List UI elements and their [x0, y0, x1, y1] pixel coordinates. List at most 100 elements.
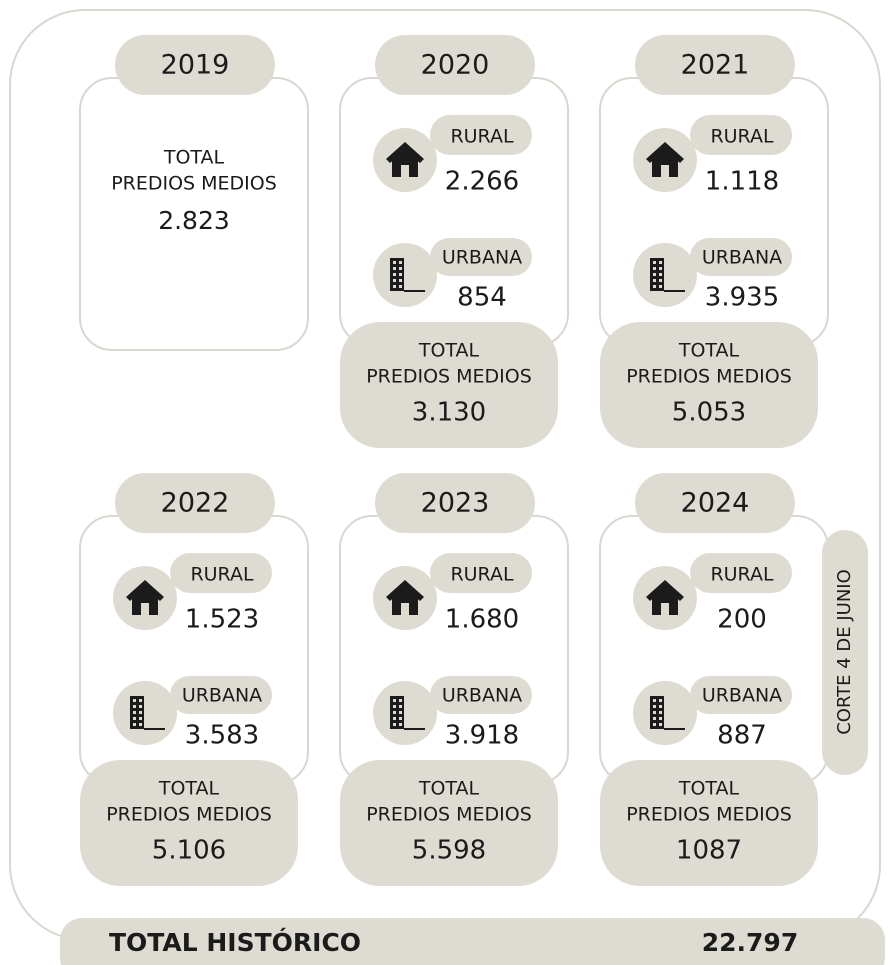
building-window: [653, 723, 656, 726]
building-window: [659, 267, 662, 270]
building-window: [133, 705, 136, 708]
label-pill: [690, 553, 792, 593]
year-label: 2021: [681, 50, 750, 81]
house-icon: [646, 580, 684, 615]
footer-bar: [60, 918, 885, 965]
building-window: [653, 711, 656, 714]
total-label: TOTAL: [678, 778, 740, 800]
year-label: 2019: [161, 50, 230, 81]
icon-circle: [373, 243, 437, 307]
rural-value: 2.266: [445, 167, 519, 197]
label-pill: [430, 238, 532, 276]
building-window: [393, 711, 396, 714]
building-window: [653, 705, 656, 708]
urbana-value: 3.918: [445, 721, 519, 751]
year-pill: [375, 473, 535, 533]
house-icon: [386, 142, 424, 177]
building-window: [393, 705, 396, 708]
building-window: [653, 285, 656, 288]
total-value: 5.106: [152, 836, 226, 866]
total-label: TOTAL: [418, 340, 480, 362]
building-window: [399, 723, 402, 726]
house-door: [401, 165, 409, 177]
rural-value: 200: [717, 605, 767, 635]
total-label: PREDIOS MEDIOS: [106, 804, 272, 826]
urbana-label: URBANA: [442, 685, 522, 707]
urbana-value: 854: [457, 283, 507, 313]
rural-label: RURAL: [710, 126, 774, 148]
building-window: [659, 717, 662, 720]
building-window: [393, 699, 396, 702]
building-window: [393, 261, 396, 264]
building-window: [399, 273, 402, 276]
label-pill: [170, 676, 272, 714]
building-window: [399, 717, 402, 720]
rural-value: 1.118: [705, 167, 779, 197]
building-window: [133, 699, 136, 702]
building-window: [653, 267, 656, 270]
building-window: [653, 261, 656, 264]
total-value: 2.823: [158, 206, 230, 235]
total-value: 5.053: [672, 398, 746, 428]
building-window: [393, 285, 396, 288]
building-window: [659, 273, 662, 276]
total-label: TOTAL: [678, 340, 740, 362]
label-pill: [430, 115, 532, 155]
building-window: [399, 711, 402, 714]
label-pill: [170, 553, 272, 593]
urbana-value: 887: [717, 721, 767, 751]
total-pill: [80, 760, 298, 886]
total-pill: [340, 760, 558, 886]
rural-label: RURAL: [450, 564, 514, 586]
building-window: [659, 285, 662, 288]
building-window: [393, 267, 396, 270]
icon-circle: [633, 681, 697, 745]
house-icon: [646, 142, 684, 177]
total-label: PREDIOS MEDIOS: [626, 804, 792, 826]
building-window: [133, 717, 136, 720]
building-icon: [390, 696, 404, 729]
building-window: [139, 699, 142, 702]
building-icon: [650, 696, 664, 729]
year-pill: [635, 35, 795, 95]
year-label: 2024: [681, 488, 750, 519]
building-window: [133, 711, 136, 714]
label-pill: [690, 676, 792, 714]
note-pill: [822, 530, 868, 775]
building-window: [653, 717, 656, 720]
total-value: 5.598: [412, 836, 486, 866]
building-window: [399, 705, 402, 708]
building-window: [659, 711, 662, 714]
building-window: [399, 285, 402, 288]
building-icon: [390, 258, 404, 291]
total-value: 1087: [676, 836, 742, 866]
building-window: [659, 261, 662, 264]
building-window: [139, 723, 142, 726]
building-window: [659, 705, 662, 708]
building-window: [399, 279, 402, 282]
footer-label: TOTAL HISTÓRICO: [109, 927, 361, 957]
rural-label: RURAL: [450, 126, 514, 148]
building-window: [393, 273, 396, 276]
building-window: [393, 279, 396, 282]
icon-circle: [373, 681, 437, 745]
year-pill: [375, 35, 535, 95]
house-door: [661, 165, 669, 177]
total-label: TOTAL: [418, 778, 480, 800]
total-label: TOTAL: [158, 778, 220, 800]
total-pill: [600, 760, 818, 886]
building-window: [139, 717, 142, 720]
total-label: PREDIOS MEDIOS: [626, 366, 792, 388]
year-label: 2020: [421, 50, 490, 81]
total-pill: [340, 322, 558, 448]
building-window: [139, 705, 142, 708]
urbana-value: 3.583: [185, 721, 259, 751]
total-label: PREDIOS MEDIOS: [366, 804, 532, 826]
building-window: [399, 261, 402, 264]
year-pill: [635, 473, 795, 533]
urbana-label: URBANA: [702, 247, 782, 269]
house-door: [401, 603, 409, 615]
building-window: [139, 711, 142, 714]
rural-label: RURAL: [190, 564, 254, 586]
